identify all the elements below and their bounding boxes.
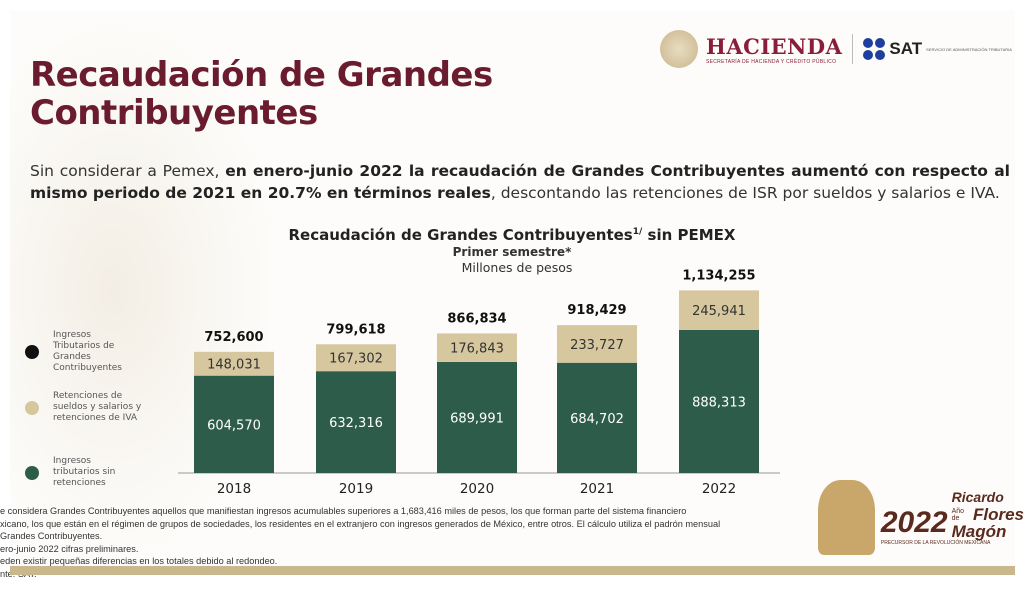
bar-segment [316,371,396,473]
data-label: 233,727 [570,338,624,353]
hacienda-logo: HACIENDA [706,33,843,59]
bar-segment [679,329,759,473]
bar-segment [437,361,517,473]
total-label: 799,618 [326,322,385,337]
legend-dot-icon [25,400,39,415]
legend-dot-icon [25,345,39,359]
data-label: 245,941 [692,304,746,319]
logo-divider [852,34,854,64]
chart-unit: Millones de pesos [461,260,573,275]
badge-name: Flores [972,505,1024,524]
bar-segment [557,325,637,363]
hacienda-subtitle: SECRETARÍA DE HACIENDA Y CRÉDITO PÚBLICO [706,58,837,65]
hacienda-seal-icon [660,30,698,68]
legend-item-retenciones: Retenciones de sueldos y salarios y rete… [25,391,143,424]
total-label: 918,429 [567,303,626,318]
data-label: 148,031 [207,358,261,373]
footnote: eden existir pequeñas diferencias en los… [0,556,278,566]
footnote: ero-junio 2022 cifras preliminares. [0,543,139,554]
legend-label: Ingresos tributarios sin retenciones [53,456,116,488]
data-label: 888,313 [692,395,746,410]
sat-logo: SAT [889,39,923,58]
badge-name: Ricardo [951,489,1004,505]
x-tick-label: 2021 [580,481,614,497]
legend-label: Retenciones de sueldos y salarios y rete… [53,391,142,423]
x-tick-label: 2022 [702,481,736,497]
badge-ano: Año de [951,507,965,522]
total-label: 866,834 [447,311,506,326]
data-label: 167,302 [329,352,383,367]
chart-subtitle: Primer semestre* [452,245,572,259]
bar-segment [557,362,637,473]
legend-item-sin-retenciones: Ingresos tributarios sin retenciones [25,456,123,489]
footnote: Grandes Contribuyentes. [0,531,103,541]
data-label: 604,570 [207,418,261,433]
bar-segment [194,351,274,376]
x-tick-label: 2018 [217,481,251,497]
badge-year: 2022 [880,506,948,539]
x-tick-label: 2019 [339,481,373,497]
data-label: 684,702 [570,412,624,427]
badge-name: Magón [951,522,1007,541]
logos: HACIENDA SECRETARÍA DE HACIENDA Y CRÉDITO… [660,30,1012,68]
chart-title: Recaudación de Grandes Contribuyentes1/ … [288,226,736,244]
footnote: xicano, los que están en el régimen de g… [0,518,721,529]
portrait-icon [818,480,875,555]
legend-label: Ingresos Tributarios de Grandes Contribu… [53,330,122,373]
footer-band [10,566,1015,575]
intro-text: Sin considerar a Pemex, en enero-junio 2… [30,162,1010,202]
sat-dots-icon [863,38,886,60]
footnote: e considera Grandes Contribuyentes aquel… [0,506,687,516]
page-title: Recaudación de Grandes Contribuyentes [30,55,493,133]
flores-magon-badge: 2022 Ricardo Año de Flores Magón PRECURSO… [818,480,1024,555]
total-label: 752,600 [204,330,263,345]
data-label: 632,316 [329,416,383,431]
slide [10,10,1015,575]
bar-segment [316,344,396,372]
badge-subtitle: PRECURSOR DE LA REVOLUCIÓN MEXICANA [880,540,991,546]
legend-item-total: Ingresos Tributarios de Grandes Contribu… [25,330,133,374]
bar-segment [679,290,759,330]
sat-subtitle: SERVICIO DE ADMINISTRACIÓN TRIBUTARIA [926,46,1012,52]
bar-segment [437,333,517,362]
data-label: 176,843 [450,342,504,357]
bar-segment [194,375,274,473]
total-label: 1,134,255 [682,268,755,283]
legend-dot-icon [25,465,39,480]
x-tick-label: 2020 [460,481,494,497]
data-label: 689,991 [450,411,504,426]
